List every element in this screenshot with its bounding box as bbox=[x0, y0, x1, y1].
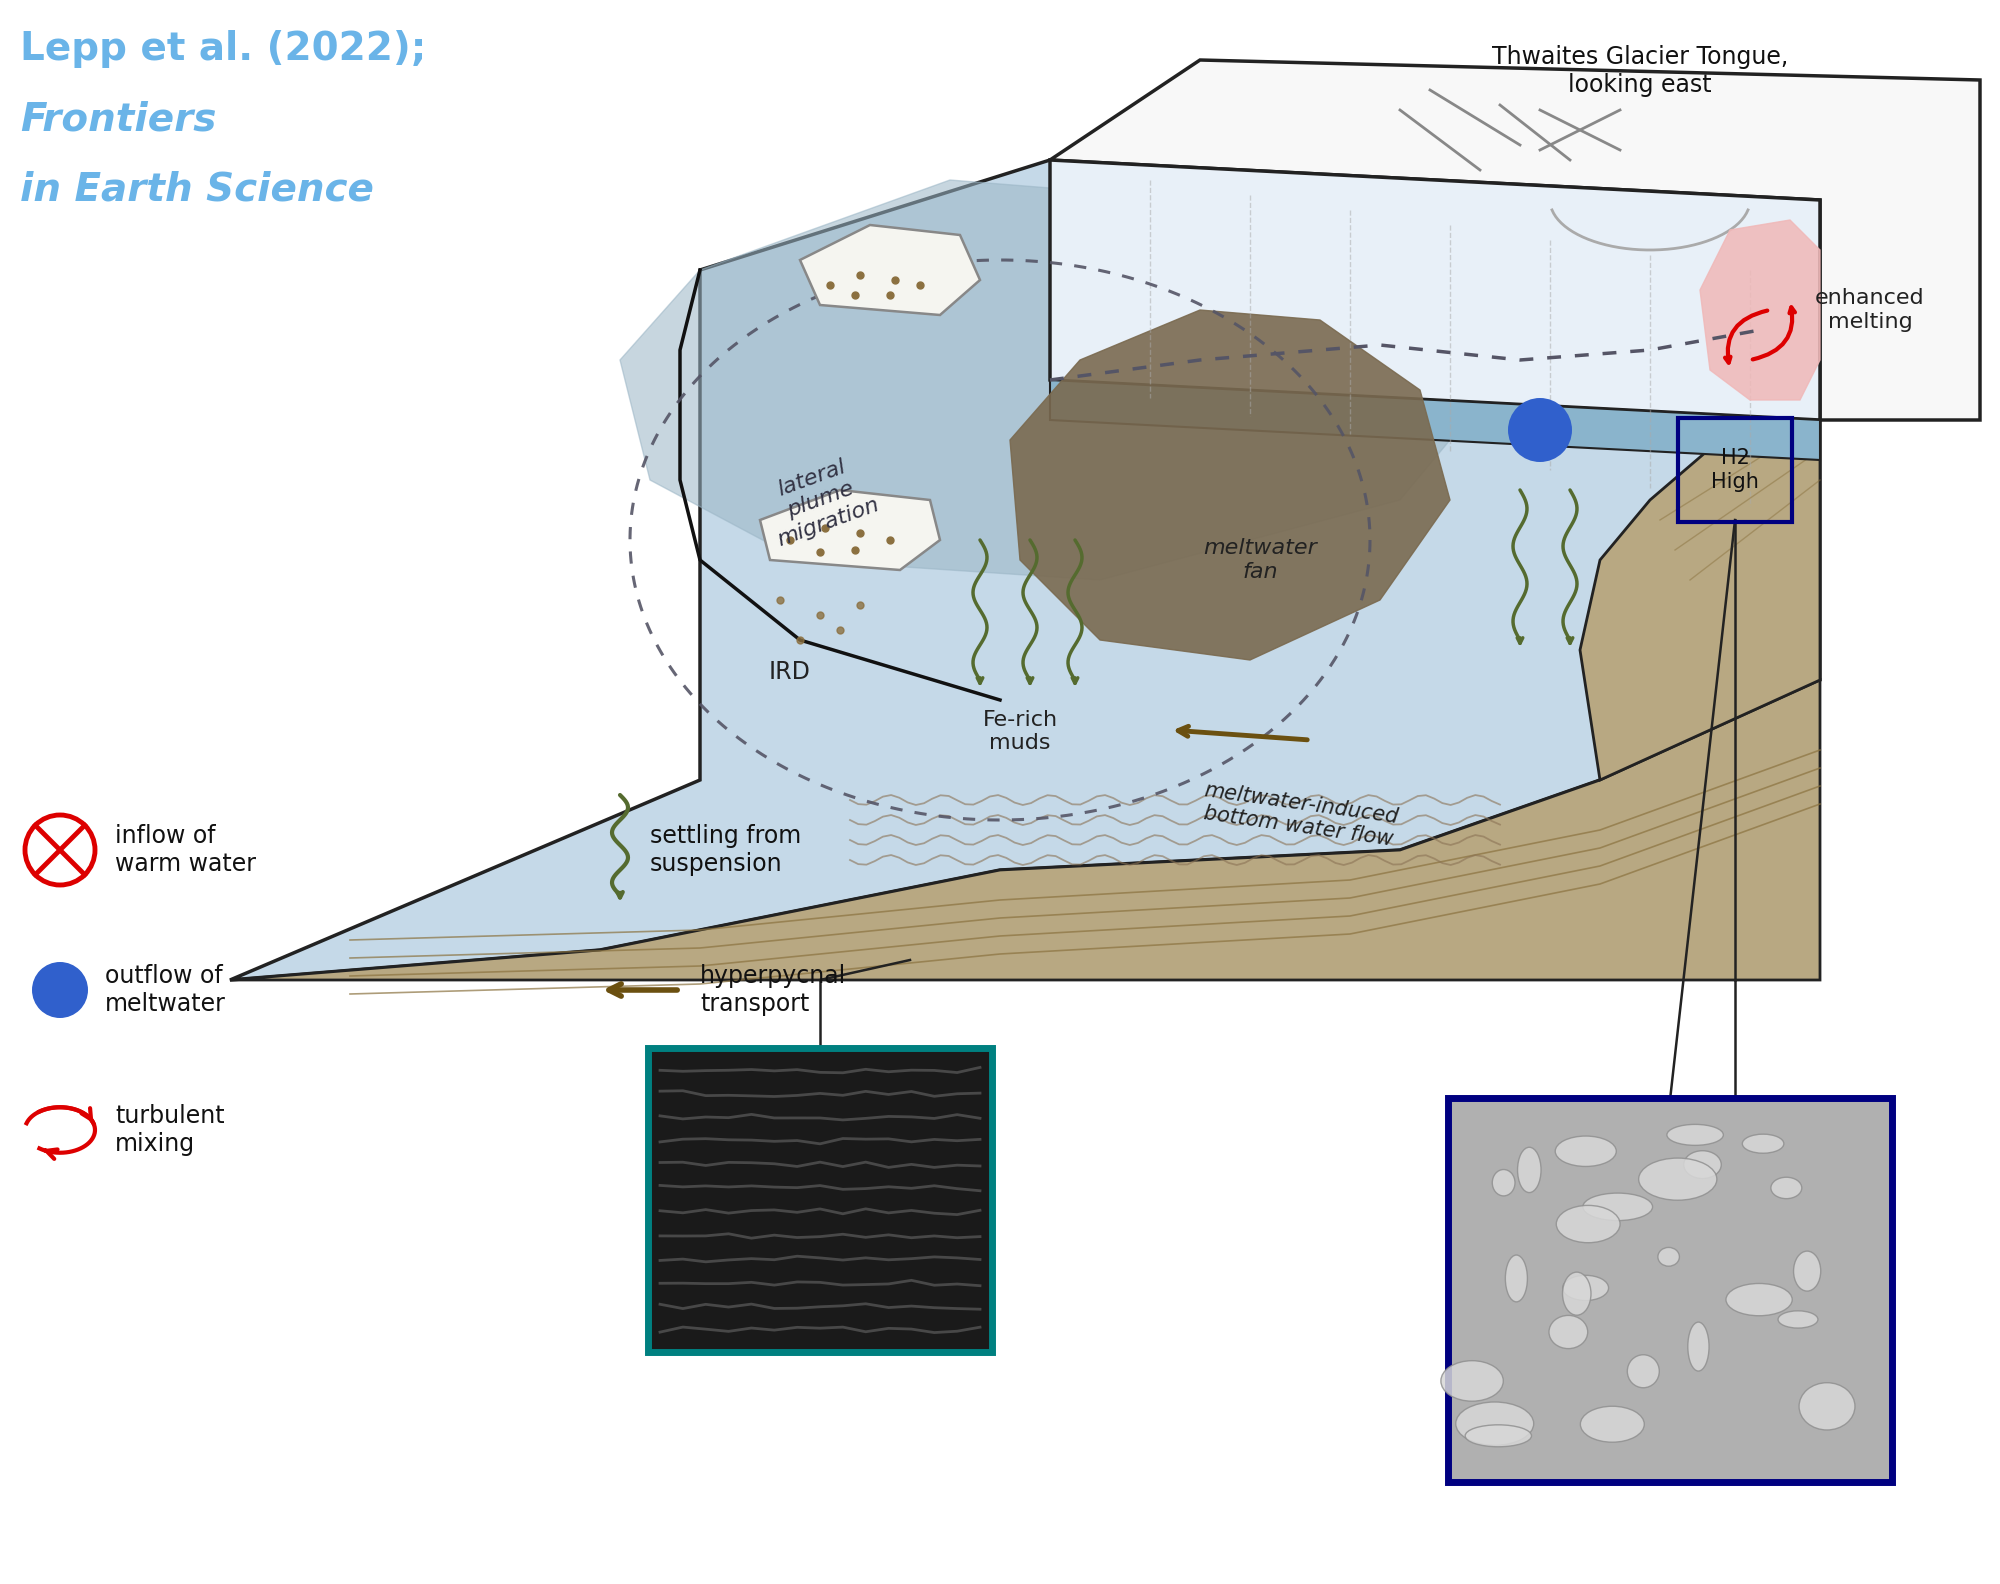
Ellipse shape bbox=[1440, 1361, 1504, 1402]
Polygon shape bbox=[620, 181, 1500, 580]
Polygon shape bbox=[760, 489, 940, 570]
Ellipse shape bbox=[1778, 1312, 1818, 1327]
Ellipse shape bbox=[1506, 1255, 1528, 1302]
Ellipse shape bbox=[1770, 1177, 1802, 1199]
Polygon shape bbox=[230, 680, 1820, 980]
Ellipse shape bbox=[1628, 1354, 1660, 1388]
Text: meltwater-induced
bottom water flow: meltwater-induced bottom water flow bbox=[1200, 779, 1400, 851]
Polygon shape bbox=[1050, 160, 1820, 420]
Ellipse shape bbox=[1456, 1402, 1534, 1445]
Ellipse shape bbox=[1800, 1383, 1854, 1430]
Text: inflow of
warm water: inflow of warm water bbox=[116, 824, 256, 876]
Polygon shape bbox=[1050, 380, 1820, 459]
Ellipse shape bbox=[1562, 1272, 1590, 1315]
Ellipse shape bbox=[1638, 1158, 1716, 1201]
Ellipse shape bbox=[1688, 1323, 1710, 1372]
Circle shape bbox=[32, 961, 88, 1019]
Ellipse shape bbox=[1742, 1134, 1784, 1153]
Text: IRD: IRD bbox=[770, 661, 810, 684]
Ellipse shape bbox=[1666, 1125, 1724, 1145]
Text: Lepp et al. (2022);: Lepp et al. (2022); bbox=[20, 30, 440, 68]
Text: Frontiers: Frontiers bbox=[20, 100, 216, 138]
Text: hyperpycnal
transport: hyperpycnal transport bbox=[700, 965, 846, 1015]
Ellipse shape bbox=[1726, 1283, 1792, 1316]
Text: Fe-rich
muds: Fe-rich muds bbox=[982, 710, 1058, 754]
Polygon shape bbox=[1050, 60, 1980, 420]
Text: Thwaites Glacier Tongue,
looking east: Thwaites Glacier Tongue, looking east bbox=[1492, 44, 1788, 97]
Text: H2
High: H2 High bbox=[1712, 448, 1758, 491]
Ellipse shape bbox=[1658, 1248, 1680, 1266]
Ellipse shape bbox=[1580, 1407, 1644, 1441]
Ellipse shape bbox=[1518, 1147, 1542, 1193]
Text: lateral
plume
migration: lateral plume migration bbox=[758, 450, 882, 550]
Circle shape bbox=[1508, 398, 1572, 463]
Polygon shape bbox=[1580, 420, 1820, 779]
Ellipse shape bbox=[1556, 1205, 1620, 1243]
Text: meltwater
fan: meltwater fan bbox=[1204, 539, 1316, 581]
Ellipse shape bbox=[1684, 1150, 1722, 1178]
FancyBboxPatch shape bbox=[648, 1049, 992, 1353]
Ellipse shape bbox=[1466, 1426, 1532, 1446]
Ellipse shape bbox=[1492, 1169, 1514, 1196]
Text: settling from
suspension: settling from suspension bbox=[650, 824, 802, 876]
Ellipse shape bbox=[1548, 1315, 1588, 1348]
Ellipse shape bbox=[1556, 1136, 1616, 1166]
FancyBboxPatch shape bbox=[1448, 1098, 1892, 1483]
Polygon shape bbox=[1700, 220, 1820, 401]
Ellipse shape bbox=[1794, 1251, 1820, 1291]
Polygon shape bbox=[230, 160, 1820, 980]
Polygon shape bbox=[800, 225, 980, 315]
Ellipse shape bbox=[1562, 1275, 1608, 1300]
Text: enhanced
melting: enhanced melting bbox=[1816, 288, 1924, 331]
Ellipse shape bbox=[1582, 1193, 1652, 1221]
Polygon shape bbox=[1010, 310, 1450, 661]
Text: outflow of
meltwater: outflow of meltwater bbox=[106, 965, 226, 1015]
Text: in Earth Science: in Earth Science bbox=[20, 169, 374, 208]
Text: turbulent
mixing: turbulent mixing bbox=[116, 1104, 224, 1156]
